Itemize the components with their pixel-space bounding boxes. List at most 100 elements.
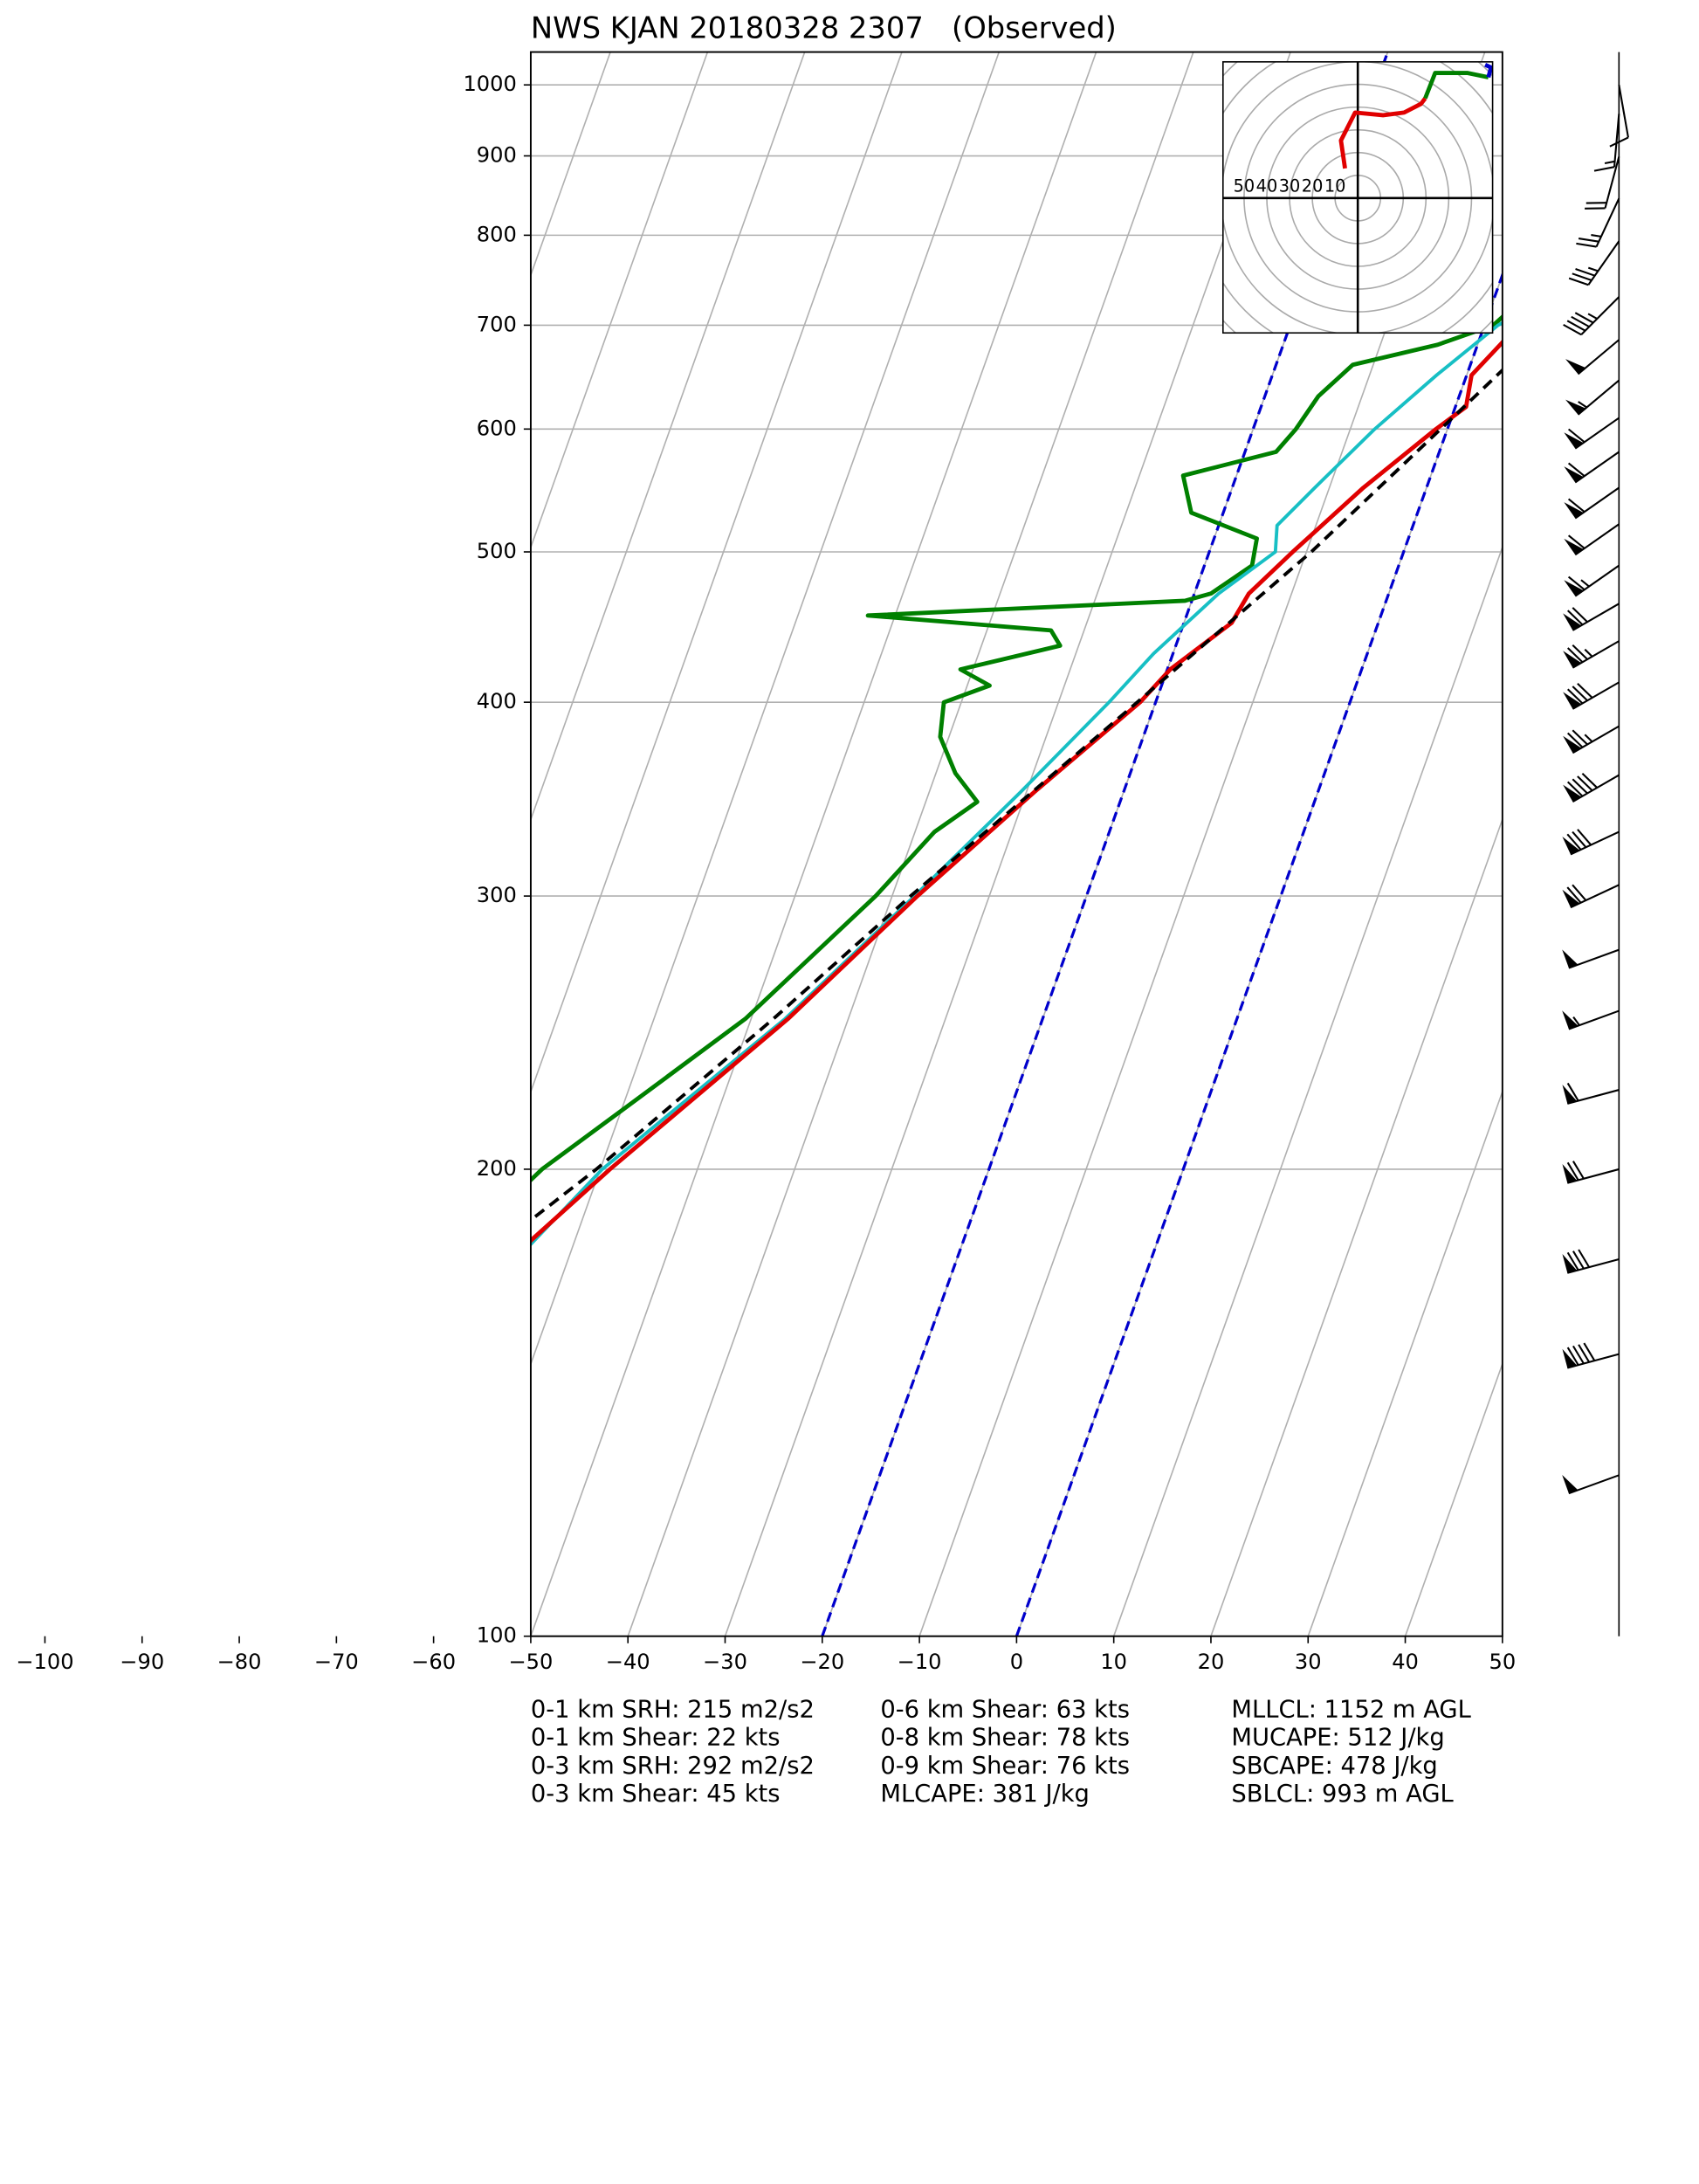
wind-barb: [1562, 1249, 1620, 1274]
barb-full: [1566, 1347, 1579, 1366]
barb-full: [1566, 320, 1586, 332]
wind-barb: [1565, 379, 1620, 416]
stats: 0-1 km SRH: 215 m2/s20-1 km Shear: 22 kt…: [531, 1696, 1472, 1807]
x-tick-label: 30: [1295, 1650, 1322, 1674]
barb-pennant: [1563, 692, 1582, 709]
barb-full: [1577, 775, 1593, 792]
wind-barb: [1585, 156, 1620, 210]
wind-barb: [1564, 523, 1620, 556]
barb-pennant: [1565, 359, 1586, 375]
y-tick-label: 700: [477, 312, 517, 336]
isotherm: [627, 52, 1194, 1636]
y-tick-label: 400: [477, 689, 517, 713]
wind-barb: [1563, 681, 1620, 710]
barb-pennant: [1564, 580, 1584, 596]
barb-full: [1567, 575, 1586, 591]
x-tick-label: −50: [508, 1650, 553, 1674]
isotherm: [724, 52, 1291, 1636]
wind-barb: [1564, 451, 1620, 484]
highlight-isotherm: [821, 52, 1389, 1636]
barb-staff: [1572, 640, 1620, 669]
x-tick-label: 50: [1489, 1650, 1516, 1674]
barb-staff: [1618, 85, 1629, 138]
stat-line: 0-3 km SRH: 292 m2/s2: [531, 1753, 815, 1780]
barb-pennant: [1564, 502, 1584, 519]
barb-full: [1566, 647, 1584, 664]
wind-barb: [1565, 339, 1620, 375]
wind-barb: [1564, 486, 1620, 520]
barb-full: [1593, 166, 1615, 172]
y-tick-label: 100: [477, 1623, 517, 1648]
x-tick-label: 0: [1010, 1650, 1023, 1674]
stat-line: 0-6 km Shear: 63 kts: [880, 1696, 1130, 1723]
y-tick-label: 500: [477, 539, 517, 563]
hodograph-trace: [1423, 71, 1489, 100]
stat-line: 0-8 km Shear: 78 kts: [880, 1725, 1130, 1752]
isotherm: [1112, 545, 1503, 1636]
hodograph-frame: [1221, 61, 1494, 334]
barb-half: [1578, 401, 1587, 409]
hodograph: 50 40 30 20 10: [1222, 61, 1493, 334]
barb-full: [1566, 1161, 1579, 1181]
hodograph-ring-label: 30: [1279, 176, 1301, 196]
barb-full: [1567, 534, 1586, 549]
isotherm: [1404, 1361, 1503, 1636]
barb-pennant: [1563, 735, 1582, 754]
barb-staff: [1567, 1257, 1620, 1274]
barb-full: [1578, 1344, 1591, 1363]
barb-staff: [1580, 296, 1620, 335]
barb-full: [1566, 886, 1582, 904]
barb-staff: [1613, 114, 1620, 168]
barb-pennant: [1565, 399, 1586, 415]
barb-staff: [1572, 603, 1620, 631]
barb-pennant: [1562, 836, 1580, 855]
x-tick-label: 40: [1392, 1650, 1419, 1674]
barb-staff: [1568, 1009, 1620, 1030]
isotherm: [530, 52, 709, 550]
highlight-isotherm: [1015, 271, 1503, 1636]
barb-pennant: [1563, 784, 1582, 803]
barb-full: [1583, 1342, 1596, 1361]
y-tick-label: 800: [477, 222, 517, 246]
stat-line: SBCAPE: 478 J/kg: [1231, 1753, 1437, 1780]
hodograph-ring-label: 20: [1302, 176, 1324, 196]
barb-pennant: [1562, 1010, 1579, 1030]
isotherm: [530, 52, 806, 822]
isotherm: [530, 52, 1097, 1636]
stat-line: MLLCL: 1152 m AGL: [1231, 1696, 1471, 1723]
barb-full: [1572, 1250, 1585, 1270]
barb-staff: [1577, 339, 1620, 375]
hodograph-ring-label: 50: [1234, 176, 1255, 196]
barb-staff: [1572, 681, 1620, 710]
wind-barb: [1562, 948, 1620, 969]
isotherm: [530, 52, 903, 1094]
barb-full: [1568, 277, 1589, 286]
barb-full: [1566, 610, 1584, 626]
wind-barb: [1562, 1342, 1620, 1369]
barb-full: [1576, 242, 1597, 248]
barb-staff: [1595, 197, 1620, 247]
barb-staff: [1577, 379, 1620, 416]
x-tick-label: 10: [1100, 1650, 1127, 1674]
barb-staff: [1570, 884, 1620, 909]
profile-line: [530, 368, 1503, 1223]
barb-pennant: [1564, 432, 1584, 449]
wind-barb: [1564, 417, 1620, 450]
barb-full: [1577, 829, 1592, 846]
barb-full: [1609, 136, 1629, 148]
x-tick-label: −10: [898, 1650, 942, 1674]
barb-full: [1572, 644, 1588, 660]
barb-staff: [1572, 774, 1620, 803]
barb-full: [1566, 688, 1584, 705]
barb-full: [1572, 884, 1587, 901]
barb-pennant: [1562, 1163, 1578, 1183]
stat-line: MUCAPE: 512 J/kg: [1231, 1725, 1444, 1752]
barb-pennant: [1562, 889, 1580, 908]
barb-half: [1591, 234, 1602, 238]
barb-full: [1577, 683, 1593, 699]
hodograph-ring-label: 40: [1256, 176, 1278, 196]
x-tick-label: 20: [1198, 1650, 1225, 1674]
barb-staff: [1570, 830, 1620, 856]
